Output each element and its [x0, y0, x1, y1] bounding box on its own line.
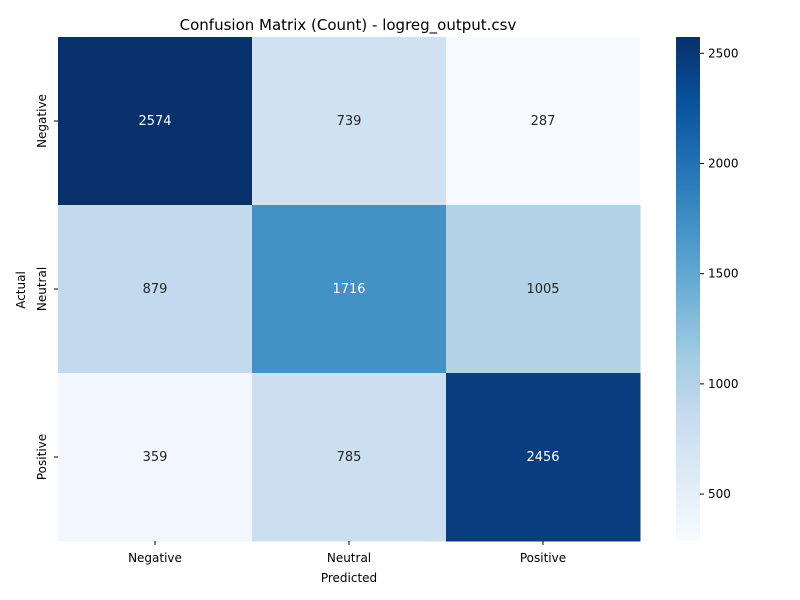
- y-tick-label: Neutral: [35, 267, 49, 311]
- x-tick-label: Neutral: [327, 551, 371, 565]
- y-axis-label: Actual: [14, 271, 28, 309]
- heatmap-cell: [252, 37, 447, 206]
- x-tick-label: Positive: [520, 551, 566, 565]
- colorbar-tick-label: 2000: [708, 156, 739, 170]
- y-axis: Negative Neutral Positive: [35, 94, 58, 480]
- y-tick-label: Negative: [35, 94, 49, 148]
- y-tick-label: Positive: [35, 434, 49, 480]
- heatmap-cell: [252, 373, 447, 542]
- colorbar: 500 1000 1500 2000 2500: [676, 37, 739, 541]
- x-tick-label: Negative: [128, 551, 182, 565]
- heatmap-cell: [58, 373, 253, 542]
- chart-title: Confusion Matrix (Count) - logreg_output…: [180, 16, 517, 35]
- x-axis: Negative Neutral Positive: [128, 541, 566, 565]
- heatmap-cell: [446, 37, 641, 206]
- heatmap-cell: [252, 205, 447, 374]
- heatmap-cell: [58, 37, 253, 206]
- heatmap-cell: [446, 205, 641, 374]
- cell-value-label: 1716: [332, 282, 365, 297]
- colorbar-tick-label: 1000: [708, 377, 739, 391]
- cell-value-label: 785: [337, 450, 362, 465]
- heatmap-cells: [58, 37, 641, 542]
- colorbar-tick-label: 2500: [708, 46, 739, 60]
- cell-value-label: 879: [143, 282, 168, 297]
- cell-value-label: 1005: [526, 282, 559, 297]
- colorbar-gradient: [676, 37, 700, 541]
- heatmap-cell: [446, 373, 641, 542]
- heatmap-cell: [58, 205, 253, 374]
- x-axis-label: Predicted: [321, 571, 377, 585]
- cell-value-label: 287: [531, 114, 556, 129]
- colorbar-tick-label: 1500: [708, 267, 739, 281]
- cell-value-label: 739: [337, 114, 362, 129]
- heatmap-cell-labels: 2574 739 287 879 1716 1005 359 785 2456: [138, 114, 559, 465]
- colorbar-ticks: 500 1000 1500 2000 2500: [700, 46, 739, 501]
- colorbar-tick-label: 500: [708, 487, 731, 501]
- cell-value-label: 2456: [526, 450, 559, 465]
- cell-value-label: 359: [143, 450, 168, 465]
- cell-value-label: 2574: [138, 114, 171, 129]
